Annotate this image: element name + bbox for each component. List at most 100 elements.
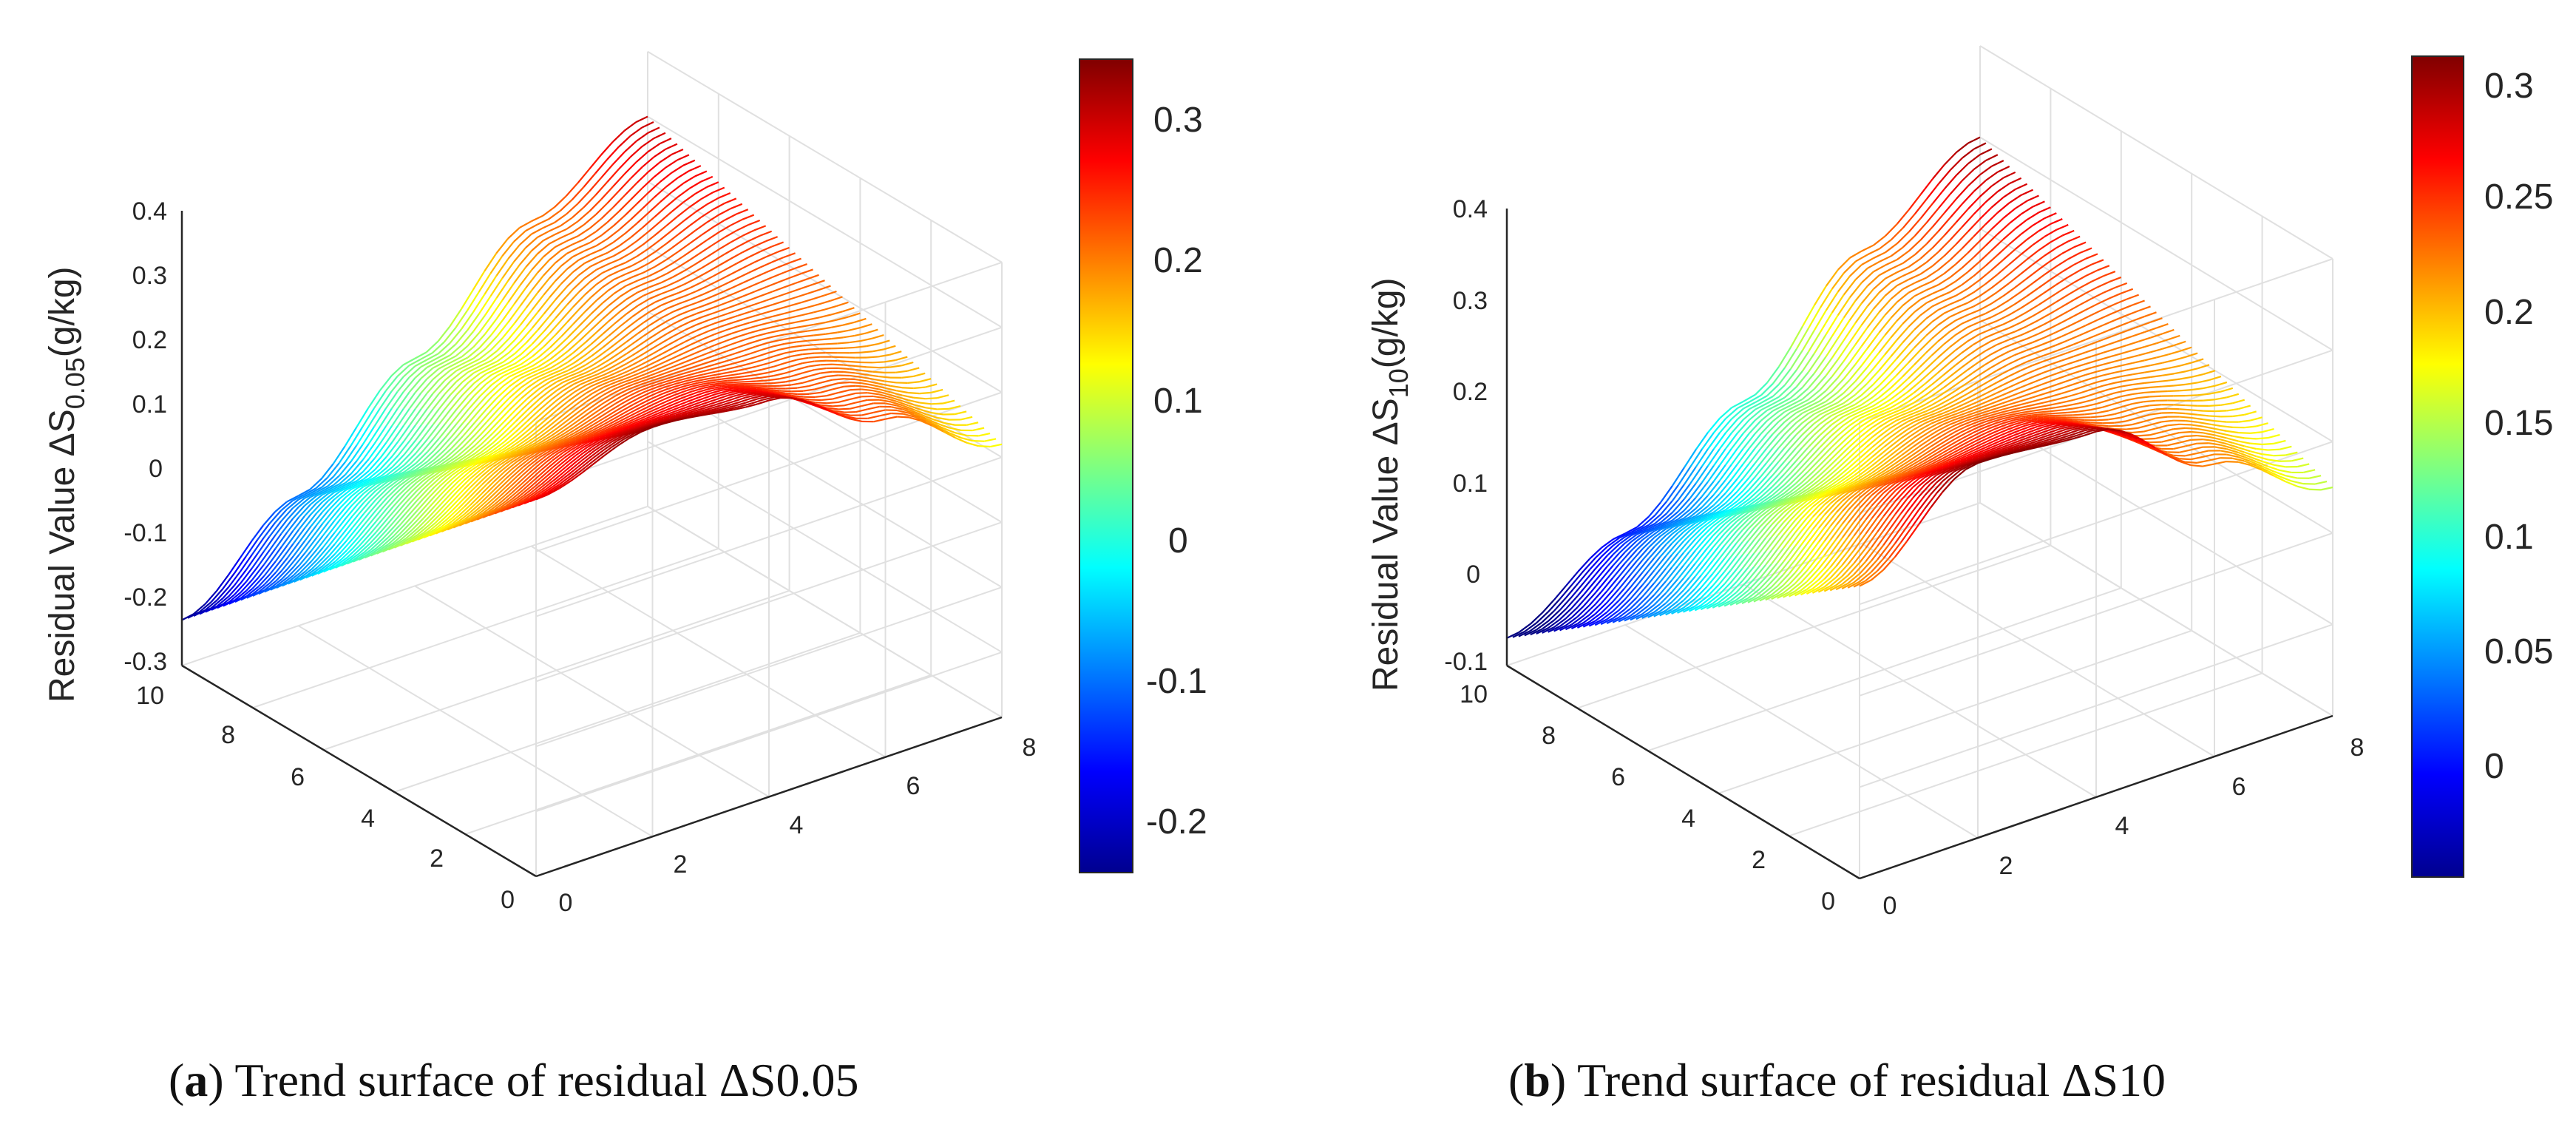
surface-mesh-line: [234, 555, 247, 574]
surface-mesh-line: [731, 251, 743, 260]
surface-mesh-line: [1907, 460, 1920, 469]
surface-mesh-line: [557, 418, 570, 429]
surface-mesh-line: [1948, 438, 1962, 447]
surface-mesh-line: [356, 426, 370, 446]
surface-mesh-line: [362, 426, 376, 445]
surface-mesh-line: [925, 397, 938, 400]
surface-mesh-line: [2037, 427, 2050, 433]
surface-mesh-line: [470, 507, 484, 518]
surface-mesh-line: [1825, 435, 1838, 449]
surface-mesh-line: [2061, 229, 2075, 237]
surface-mesh-line: [556, 409, 570, 421]
surface-mesh-line: [574, 410, 588, 420]
surface-mesh-line: [901, 361, 914, 367]
surface-mesh-line: [414, 367, 427, 379]
surface-mesh-line: [504, 420, 517, 433]
surface-mesh-line: [1771, 584, 1784, 596]
surface-mesh-line: [1896, 362, 1909, 376]
surface-mesh-line: [1806, 497, 1820, 509]
surface-mesh-line: [1860, 477, 1873, 485]
surface-mesh-line: [2002, 424, 2015, 430]
surface-mesh-line: [2036, 432, 2050, 438]
surface-mesh-line: [1925, 385, 1939, 396]
surface-mesh-line: [2031, 408, 2044, 412]
surface-mesh-line: [1772, 385, 1786, 397]
surface-mesh-line: [731, 328, 745, 334]
surface-mesh-line: [1830, 487, 1843, 493]
surface-mesh-line: [1896, 345, 1910, 359]
surface-mesh-line: [884, 402, 898, 407]
surface-mesh-line: [1666, 518, 1679, 527]
surface-mesh-line: [2097, 329, 2109, 336]
surface-mesh-line: [416, 460, 429, 471]
surface-mesh-line: [332, 445, 346, 464]
surface-mesh-line: [414, 351, 427, 359]
surface-mesh-line: [262, 521, 277, 539]
surface-mesh-line: [1949, 226, 1963, 241]
surface-mesh-line: [629, 126, 643, 137]
surface-mesh-line: [1960, 450, 1973, 458]
surface-mesh-line: [474, 433, 487, 447]
surface-mesh-line: [885, 416, 898, 420]
surface-mesh-line: [632, 366, 645, 373]
surface-mesh-line: [620, 288, 633, 297]
surface-mesh-line: [826, 382, 838, 387]
surface-mesh-line: [509, 397, 523, 410]
surface-mesh-line: [549, 360, 563, 369]
surface-mesh-line: [1949, 337, 1962, 348]
surface-mesh-line: [714, 368, 728, 373]
surface-mesh-line: [679, 353, 692, 361]
surface-mesh-line: [416, 473, 429, 484]
surface-mesh-line: [546, 447, 559, 456]
surface-mesh-line: [526, 344, 539, 356]
surface-mesh-line: [578, 297, 592, 311]
surface-mesh-line: [978, 432, 991, 437]
surface-mesh-line: [605, 436, 618, 444]
surface-mesh-line: [386, 472, 399, 480]
panel-b-surface: [1506, 136, 2333, 639]
surface-mesh-line: [321, 484, 334, 493]
surface-mesh-line: [240, 593, 254, 601]
surface-mesh-line: [1872, 353, 1886, 370]
surface-mesh-line: [872, 334, 884, 339]
surface-mesh-line: [2007, 412, 2021, 416]
surface-mesh-line: [2061, 356, 2074, 362]
surface-mesh-line: [322, 520, 336, 537]
surface-mesh-line: [376, 544, 389, 553]
surface-mesh-line: [990, 443, 1003, 448]
panel-a-cbar-tick: 0.3: [1153, 101, 1203, 140]
surface-mesh-line: [411, 532, 424, 541]
surface-mesh-line: [1873, 251, 1886, 260]
surface-mesh-line: [472, 348, 487, 359]
surface-mesh-line: [560, 323, 574, 337]
surface-mesh-line: [1819, 408, 1832, 416]
surface-mesh-line: [1877, 557, 1890, 572]
surface-mesh-line: [674, 385, 687, 390]
surface-mesh-line: [949, 427, 961, 431]
surface-mesh-line: [492, 421, 505, 435]
surface-mesh-line: [387, 504, 400, 519]
surface-mesh-line: [708, 325, 721, 332]
surface-mesh-line: [1872, 295, 1886, 310]
surface-mesh-line: [1636, 531, 1650, 542]
surface-mesh-line: [2202, 453, 2215, 458]
surface-mesh-line: [2191, 387, 2204, 391]
surface-mesh-line: [1979, 353, 1992, 363]
surface-mesh-line: [1812, 496, 1826, 507]
surface-mesh-line: [1919, 395, 1933, 405]
surface-mesh-line: [492, 447, 506, 456]
surface-mesh-line: [730, 234, 743, 243]
surface-mesh-line: [2013, 408, 2027, 413]
surface-mesh-line: [620, 354, 634, 363]
surface-mesh-line: [546, 465, 560, 477]
surface-mesh-line: [562, 383, 575, 392]
surface-mesh-line: [1789, 434, 1803, 449]
surface-mesh-line: [1891, 227, 1904, 240]
surface-mesh-line: [1783, 473, 1797, 486]
surface-mesh-line: [1895, 476, 1908, 484]
surface-mesh-line: [679, 385, 693, 391]
surface-mesh-line: [2126, 354, 2139, 359]
surface-mesh-line: [657, 410, 670, 417]
surface-mesh-line: [543, 334, 557, 348]
surface-mesh-line: [490, 351, 504, 362]
